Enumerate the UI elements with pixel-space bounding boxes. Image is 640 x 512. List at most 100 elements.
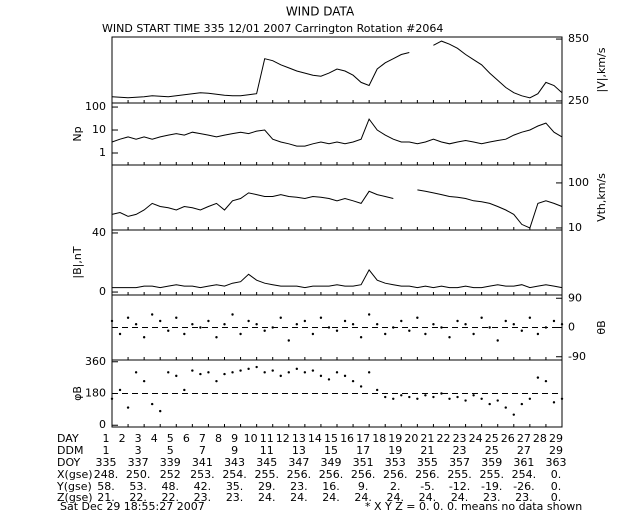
table-cell: -19. (481, 480, 502, 493)
table-cell: 15 (324, 444, 338, 457)
data-point (496, 399, 499, 402)
data-point (159, 319, 162, 323)
data-point (110, 319, 114, 323)
data-point (504, 406, 507, 409)
data-point (351, 379, 355, 383)
table-cell: 24. (258, 491, 276, 504)
table-cell: 255. (254, 468, 279, 481)
table-cell: 21 (420, 432, 434, 445)
table-cell: 11 (260, 432, 274, 445)
data-point (488, 402, 491, 406)
data-point (343, 319, 347, 323)
y-tick-label: 250 (568, 94, 589, 107)
data-point (231, 371, 234, 374)
data-point (512, 413, 515, 416)
footer-note: * X Y Z = 0. 0. 0. means no data shown (365, 500, 582, 512)
y-axis-label: |V|,km/s (595, 47, 608, 92)
y-tick-label: -90 (568, 350, 586, 363)
table-cell: 0. (551, 480, 562, 493)
table-cell: 24. (451, 491, 469, 504)
row-label: DAY (57, 432, 79, 445)
data-point (175, 316, 178, 319)
data-point (150, 402, 154, 406)
row-label: DDM (57, 444, 83, 457)
data-point (536, 376, 540, 379)
data-point (520, 402, 524, 406)
data-point (142, 379, 146, 383)
table-cell: 23 (453, 444, 467, 457)
table-cell: 21. (97, 491, 115, 504)
table-cell: 13 (292, 432, 306, 445)
data-point (432, 395, 435, 399)
table-cell: 29 (549, 444, 563, 457)
data-point (327, 326, 331, 329)
table-cell: 351 (353, 456, 374, 469)
data-point (367, 371, 371, 374)
data-point (384, 395, 387, 399)
table-cell: 9 (231, 444, 238, 457)
y-axis-label: Np (71, 126, 84, 141)
table-cell: 16 (340, 432, 354, 445)
table-cell: 18 (372, 432, 386, 445)
data-point (271, 369, 274, 372)
data-point (536, 332, 540, 336)
y-tick-label: 1 (99, 146, 106, 159)
y-tick-label: 0 (99, 418, 106, 431)
data-point (159, 409, 162, 413)
table-cell: 250. (126, 468, 151, 481)
table-cell: 27 (517, 432, 531, 445)
data-point (319, 316, 323, 319)
table-cell: 252 (160, 468, 181, 481)
table-cell: 25 (485, 432, 499, 445)
table-cell: 248. (94, 468, 119, 481)
data-point (392, 326, 395, 329)
data-point (271, 326, 274, 329)
data-point (247, 319, 250, 323)
table-cell: 20 (404, 432, 418, 445)
data-point (255, 365, 258, 369)
table-cell: 255. (447, 468, 472, 481)
data-point (191, 323, 194, 326)
data-point (110, 397, 114, 400)
table-cell: 5 (167, 432, 174, 445)
y-tick-label: 100 (85, 100, 106, 113)
table-cell: 255. (479, 468, 504, 481)
data-point (544, 326, 548, 329)
data-point (223, 323, 226, 326)
table-cell: 22. (162, 491, 180, 504)
table-cell: 361 (513, 456, 534, 469)
data-point (287, 339, 290, 342)
table-cell: 17 (356, 444, 370, 457)
table-cell: 27 (517, 444, 531, 457)
table-cell: 22 (437, 432, 451, 445)
data-point (239, 369, 242, 372)
table-cell: 29. (258, 480, 276, 493)
data-line (112, 268, 563, 289)
data-point (207, 319, 210, 323)
data-point (231, 313, 234, 316)
table-cell: 337 (128, 456, 149, 469)
data-point (520, 329, 524, 332)
table-cell: 1 (103, 432, 110, 445)
row-label: Z(gse) (57, 491, 93, 504)
table-cell: 2 (119, 432, 126, 445)
data-point (126, 316, 130, 319)
data-point (126, 406, 130, 409)
data-point (167, 329, 170, 332)
y-tick-label: 40 (92, 226, 106, 239)
table-cell: -26. (513, 480, 534, 493)
table-cell: 357 (449, 456, 470, 469)
data-point (183, 332, 186, 336)
data-point (552, 401, 556, 404)
table-cell: 21 (420, 444, 434, 457)
data-point (480, 316, 483, 319)
table-cell: 341 (192, 456, 213, 469)
panel-frame (111, 164, 563, 231)
table-cell: 254. (222, 468, 247, 481)
chart-subtitle: WIND START TIME 335 12/01 2007 Carringto… (102, 22, 443, 35)
data-point (456, 395, 459, 399)
table-cell: 24. (354, 491, 372, 504)
y-tick-label: 90 (568, 291, 582, 304)
data-point (263, 329, 266, 332)
y-axis-label: Vth,km/s (595, 173, 608, 222)
